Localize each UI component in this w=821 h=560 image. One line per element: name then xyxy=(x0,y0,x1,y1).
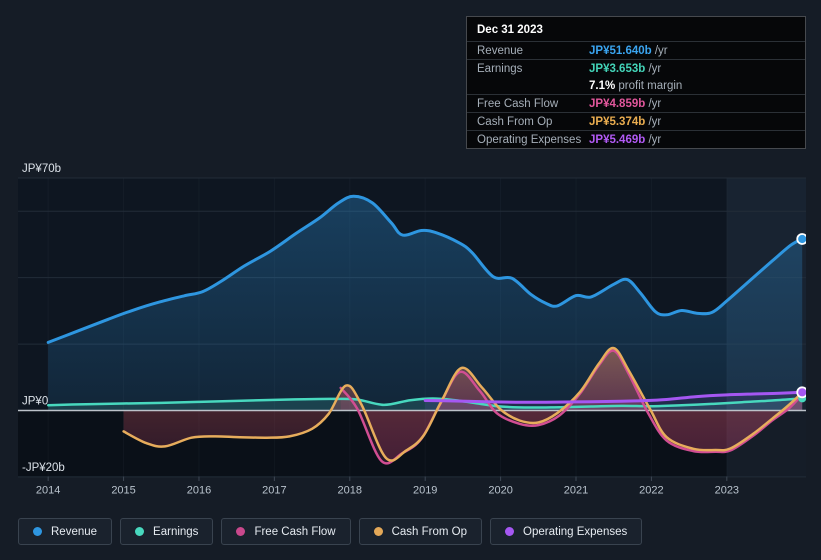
chart-tooltip: Dec 31 2023 Revenue JP¥51.640b /yr Earni… xyxy=(466,16,806,149)
x-axis-tick-label: 2022 xyxy=(639,485,663,497)
legend-label: Earnings xyxy=(153,525,199,538)
x-axis-tick-label: 2021 xyxy=(564,485,588,497)
free-cash-flow-dot-icon xyxy=(236,527,246,536)
end-marker-operating-expenses xyxy=(796,386,806,399)
x-axis-tick-label: 2020 xyxy=(488,485,512,497)
series-cash-from-op-area xyxy=(123,347,803,461)
y-axis-label: -JP¥20b xyxy=(22,462,65,474)
chart-legend: Revenue Earnings Free Cash Flow Cash Fro… xyxy=(18,518,643,545)
chart-canvas[interactable]: JP¥70b JP¥0 -JP¥20b 2014 2015 2016 2017 2018 201… xyxy=(0,0,821,512)
x-axis-tick-label: 2018 xyxy=(338,485,362,497)
x-axis-tick-label: 2016 xyxy=(187,485,211,497)
operating-expenses-dot-icon xyxy=(505,527,515,536)
tooltip-row-profit-margin: 7.1% profit margin xyxy=(589,79,683,92)
end-marker-revenue xyxy=(796,233,806,245)
series-cash-from-op-line xyxy=(122,346,804,462)
revenue-dot-icon xyxy=(33,527,42,536)
axis-labels: JP¥70b JP¥0 -JP¥20b 2014 2015 2016 2017 2018 201… xyxy=(22,163,739,497)
legend-item-operating-expenses[interactable]: Operating Expenses xyxy=(490,518,643,545)
series-revenue-line xyxy=(46,194,804,344)
tooltip-row-earnings: Earnings JP¥3.653b /yr xyxy=(467,59,805,77)
x-axis-tick-label: 2019 xyxy=(413,485,437,497)
series-operating-expenses-line xyxy=(423,390,804,404)
tooltip-row-cash-from-op: Cash From Op JP¥5.374b /yr xyxy=(467,112,805,130)
tooltip-row-free-cash-flow: Free Cash Flow JP¥4.859b /yr xyxy=(467,94,805,112)
legend-label: Cash From Op xyxy=(391,525,468,538)
earnings-dot-icon xyxy=(135,527,145,536)
x-axis-tick-label: 2014 xyxy=(36,485,60,497)
tooltip-row-revenue: Revenue JP¥51.640b /yr xyxy=(467,41,805,59)
cash-from-op-dot-icon xyxy=(373,527,383,536)
x-axis-tick-label: 2017 xyxy=(262,485,286,497)
legend-label: Free Cash Flow xyxy=(254,525,336,538)
legend-item-earnings[interactable]: Earnings xyxy=(120,518,214,545)
tooltip-row-operating-expenses: Operating Expenses JP¥5.469b /yr xyxy=(467,130,805,148)
x-axis-tick-label: 2023 xyxy=(715,485,739,497)
legend-item-revenue[interactable]: Revenue xyxy=(18,518,113,545)
tooltip-date: Dec 31 2023 xyxy=(477,24,543,36)
x-axis-tick-label: 2015 xyxy=(111,485,135,497)
legend-item-cash-from-op[interactable]: Cash From Op xyxy=(358,518,483,545)
legend-label: Revenue xyxy=(51,525,98,538)
y-axis-label: JP¥0 xyxy=(22,396,48,408)
y-axis-label: JP¥70b xyxy=(22,163,61,175)
legend-item-free-cash-flow[interactable]: Free Cash Flow xyxy=(221,518,351,545)
legend-label: Operating Expenses xyxy=(523,525,628,538)
